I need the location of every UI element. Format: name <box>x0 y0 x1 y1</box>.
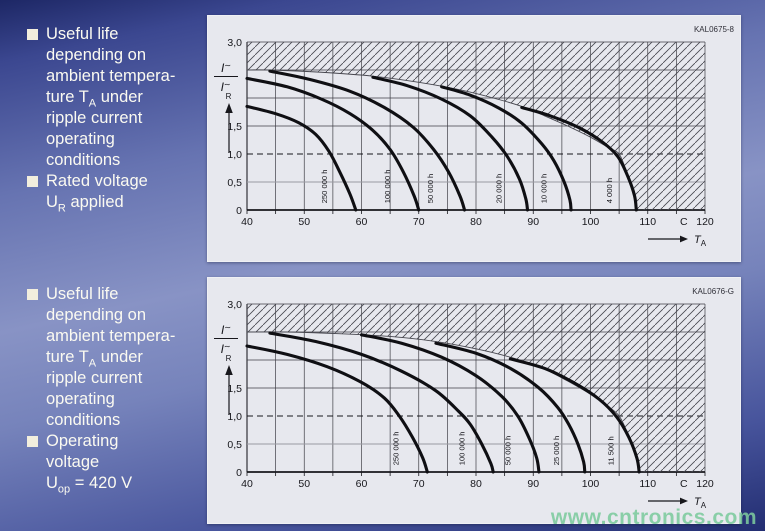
hatch-region <box>247 42 705 210</box>
bullet-item: Rated voltage UR applied <box>27 171 213 215</box>
x-tick-label: 60 <box>356 478 368 490</box>
x-tick-label: 120 <box>696 478 714 490</box>
bullet-square-icon <box>27 29 38 40</box>
curve-life-label: 250 000 h <box>320 169 329 203</box>
x-tick-label: 70 <box>413 478 425 490</box>
y-tick-label: 1,5 <box>227 383 242 395</box>
y-axis-arrowhead <box>225 365 233 375</box>
figure-id-label: KAL0676-G <box>692 287 734 296</box>
y-tick-label: 3,0 <box>227 37 242 49</box>
life-curve <box>371 75 530 212</box>
y-axis-title-denominator: I∼ R <box>221 80 232 101</box>
x-tick-label: 100 <box>582 478 600 490</box>
x-axis-title: TA <box>694 234 707 248</box>
y-axis-arrowhead <box>225 103 233 113</box>
curve-life-label: 50 000 h <box>503 436 512 466</box>
life-curve <box>268 331 495 474</box>
y-tick-label: 3,0 <box>227 299 242 311</box>
life-curve <box>268 69 467 212</box>
x-tick-label: 70 <box>413 216 425 228</box>
y-tick-label: 1,0 <box>227 149 242 161</box>
x-tick-label: 120 <box>696 216 714 228</box>
x-axis-title: TA <box>694 496 707 510</box>
life-curve <box>440 85 573 212</box>
life-curves <box>245 69 638 212</box>
x-tick-label: 40 <box>241 216 253 228</box>
x-tick-label: 50 <box>298 216 310 228</box>
x-tick-label: 90 <box>527 216 539 228</box>
x-tick-label: 80 <box>470 478 482 490</box>
chart-panel-useful-life-rated-voltage: 250 000 h 100 000 h 50 000 h 20 000 h 10 000… <box>207 15 741 262</box>
curve-life-label: 100 000 h <box>458 431 467 465</box>
bullet-square-icon <box>27 289 38 300</box>
curve-life-label: 20 000 h <box>495 174 504 204</box>
life-curves <box>245 331 641 474</box>
x-tick-label: 50 <box>298 478 310 490</box>
curve-life-label: 100 000 h <box>383 169 392 203</box>
hatch-region <box>247 304 705 472</box>
bullet-item-text: Rated voltage UR applied <box>46 172 148 215</box>
bullet-item: Useful life depending on ambient tempera-t… <box>27 24 213 171</box>
life-curve <box>245 104 358 212</box>
y-axis-title-numerator: I∼ <box>221 323 231 337</box>
useful-life-chart-operating-voltage: 250 000 h 100 000 h 50 000 h 25 000 h 11 500… <box>214 287 734 510</box>
watermark-text: www.cntronics.com <box>550 506 757 529</box>
x-axis-arrowhead <box>680 497 688 505</box>
curve-life-label: 25 000 h <box>552 436 561 466</box>
life-curve <box>359 333 541 474</box>
bullet-square-icon <box>27 176 38 187</box>
curve-life-label: 250 000 h <box>392 431 401 465</box>
y-tick-label: 0 <box>236 467 242 479</box>
y-tick-label: 1,0 <box>227 411 242 423</box>
bullet-list-top: Useful life depending on ambient tempera-t… <box>27 24 213 215</box>
life-curve <box>245 344 429 474</box>
bullet-item: Operating voltage Uop = 420 V <box>27 431 213 496</box>
chart-panel-useful-life-operating-voltage: 250 000 h 100 000 h 50 000 h 25 000 h 11 500… <box>207 277 741 524</box>
y-tick-label: 1,5 <box>227 121 242 133</box>
bullet-item-text: Useful life depending on ambient tempera-t… <box>46 25 176 169</box>
y-tick-label: 0,5 <box>227 177 242 189</box>
x-tick-label: 110 <box>639 216 656 228</box>
x-tick-label: C <box>680 478 688 490</box>
bullet-list-bottom: Useful life depending on ambient tempera-t… <box>27 284 213 496</box>
y-tick-label: 0,5 <box>227 439 242 451</box>
life-curve <box>245 76 421 212</box>
life-curve <box>520 105 638 212</box>
curve-life-label: 10 000 h <box>539 174 548 204</box>
x-tick-label: 60 <box>356 216 368 228</box>
x-tick-label: 110 <box>639 478 656 490</box>
x-tick-label: 80 <box>470 216 482 228</box>
life-curve <box>434 341 587 474</box>
life-curve <box>508 357 641 474</box>
x-axis-arrowhead <box>680 235 688 243</box>
y-axis-title-denominator: I∼ R <box>221 342 232 363</box>
y-axis-title-numerator: I∼ <box>221 61 231 75</box>
y-tick-label: 0 <box>236 205 242 217</box>
useful-life-chart-rated-voltage: 250 000 h 100 000 h 50 000 h 20 000 h 10 000… <box>214 25 735 248</box>
x-tick-label: 40 <box>241 478 253 490</box>
curve-life-label: 11 500 h <box>606 436 615 465</box>
x-tick-label: 100 <box>582 216 600 228</box>
x-tick-label: 90 <box>527 478 539 490</box>
bullet-square-icon <box>27 436 38 447</box>
figure-id-label: KAL0675-8 <box>694 25 735 34</box>
curve-life-label: 50 000 h <box>426 174 435 204</box>
bullet-item-text: Operating voltage Uop = 420 V <box>46 432 133 496</box>
bullet-item: Useful life depending on ambient tempera-t… <box>27 284 213 431</box>
bullet-item-text: Useful life depending on ambient tempera-t… <box>46 285 176 429</box>
x-tick-label: C <box>680 216 688 228</box>
curve-life-label: 4 000 h <box>605 178 614 203</box>
